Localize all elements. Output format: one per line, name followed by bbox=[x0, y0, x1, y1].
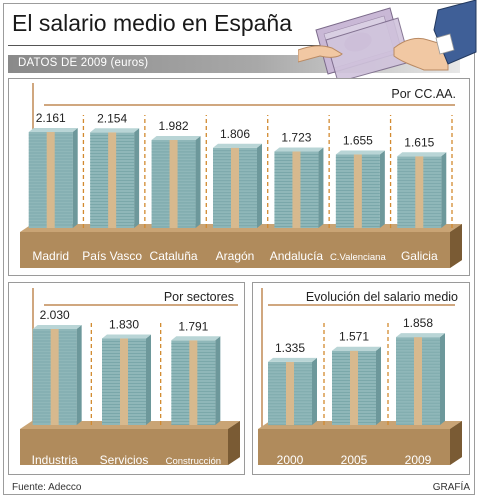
bar-side bbox=[215, 336, 221, 425]
infographic-frame bbox=[3, 3, 475, 495]
bar-top bbox=[32, 325, 82, 329]
subtitle: DATOS DE 2009 (euros) bbox=[18, 57, 149, 69]
category-label: Galicia bbox=[401, 249, 438, 263]
bar-band bbox=[108, 132, 117, 228]
bar-top bbox=[102, 334, 151, 339]
category-label: Madrid bbox=[32, 249, 69, 263]
credit-note: GRAFÍA bbox=[432, 482, 470, 493]
data-label: 2.030 bbox=[40, 308, 70, 322]
chart-base-side bbox=[450, 224, 462, 268]
bar-side bbox=[440, 333, 445, 425]
data-label: 1.830 bbox=[109, 317, 139, 331]
bar-side bbox=[76, 325, 82, 425]
chart-base bbox=[20, 421, 240, 465]
bar-top bbox=[332, 346, 381, 351]
bar-top bbox=[268, 357, 317, 362]
bar-side bbox=[195, 135, 201, 228]
bar-top bbox=[151, 135, 201, 140]
hand-left-icon bbox=[298, 45, 343, 63]
chart-evolucion-title: Evolución del salario medio bbox=[305, 290, 458, 304]
category-label: Cataluña bbox=[150, 249, 198, 263]
data-label: 1.571 bbox=[339, 330, 369, 344]
bar-side bbox=[257, 143, 262, 228]
data-label: 2.154 bbox=[97, 111, 127, 125]
source-note: Fuente: Adecco bbox=[12, 482, 82, 493]
chart-sectores-title: Por sectores bbox=[163, 290, 234, 304]
bar-top bbox=[397, 152, 447, 157]
data-label: 1.982 bbox=[159, 119, 189, 133]
chart-base bbox=[20, 224, 462, 268]
data-label: 1.858 bbox=[403, 316, 433, 330]
bar-side bbox=[134, 128, 140, 228]
category-label: Andalucía bbox=[270, 249, 324, 263]
bar-band bbox=[120, 338, 128, 425]
chart-ccaa: 2.161 Madrid 2.154 País Vasco 1.982 Cataluña 1… bbox=[20, 111, 462, 268]
page-title: El salario medio en España bbox=[12, 10, 292, 36]
bar-side bbox=[441, 152, 447, 228]
charts-canvas: 2.161 Madrid 2.154 País Vasco 1.982 Cataluña 1… bbox=[20, 83, 462, 467]
bar-top bbox=[396, 333, 445, 338]
bar-band bbox=[50, 329, 59, 425]
category-label: 2005 bbox=[341, 453, 368, 467]
category-label: Aragón bbox=[216, 249, 255, 263]
bar-top bbox=[171, 336, 221, 341]
bar-band bbox=[286, 361, 294, 425]
bar-band bbox=[189, 340, 198, 425]
data-label: 2.161 bbox=[36, 111, 66, 125]
data-label: 1.791 bbox=[178, 319, 208, 333]
bar-band bbox=[353, 154, 362, 228]
category-label: Servicios bbox=[100, 453, 149, 467]
data-label: 1.655 bbox=[343, 133, 373, 147]
data-label: 1.335 bbox=[275, 341, 305, 355]
money-hands-illustration bbox=[298, 0, 477, 80]
chart-evolucion: 1.335 2000 1.571 2005 1.858 2009 bbox=[258, 316, 462, 467]
data-label: 1.615 bbox=[404, 135, 434, 149]
chart-ccaa-title: Por CC.AA. bbox=[391, 87, 456, 101]
bar-side bbox=[379, 150, 385, 228]
category-label: 2009 bbox=[405, 453, 432, 467]
chart-sectores: 2.030 Industria 1.830 Servicios 1.791 Constru… bbox=[20, 308, 240, 467]
bar-top bbox=[213, 143, 262, 148]
bar-band bbox=[292, 151, 301, 228]
data-label: 1.806 bbox=[220, 127, 250, 141]
bar-side bbox=[318, 147, 324, 228]
bar-top bbox=[335, 150, 385, 155]
chart-base-side bbox=[228, 421, 240, 465]
chart-base-side bbox=[450, 421, 462, 465]
bar-top bbox=[90, 128, 140, 133]
bar-band bbox=[46, 132, 55, 228]
bar-band bbox=[350, 350, 358, 425]
chart-base bbox=[258, 421, 462, 465]
bar-side bbox=[376, 346, 381, 425]
bar-band bbox=[169, 139, 178, 228]
bar-side bbox=[72, 128, 78, 228]
category-label: Industria bbox=[32, 453, 78, 467]
bar-band bbox=[415, 156, 424, 228]
bar-top bbox=[28, 128, 78, 132]
category-label: 2000 bbox=[277, 453, 304, 467]
title-divider bbox=[8, 45, 320, 46]
bar-side bbox=[146, 334, 151, 425]
category-label: Construcción bbox=[166, 456, 221, 467]
bar-band bbox=[414, 337, 422, 425]
bar-side bbox=[312, 357, 317, 425]
category-label: C.Valenciana bbox=[330, 252, 387, 263]
bar-band bbox=[231, 147, 239, 228]
hand-right-icon bbox=[393, 0, 477, 71]
category-label: País Vasco bbox=[82, 249, 142, 263]
bar-top bbox=[274, 147, 324, 152]
data-label: 1.723 bbox=[281, 130, 311, 144]
